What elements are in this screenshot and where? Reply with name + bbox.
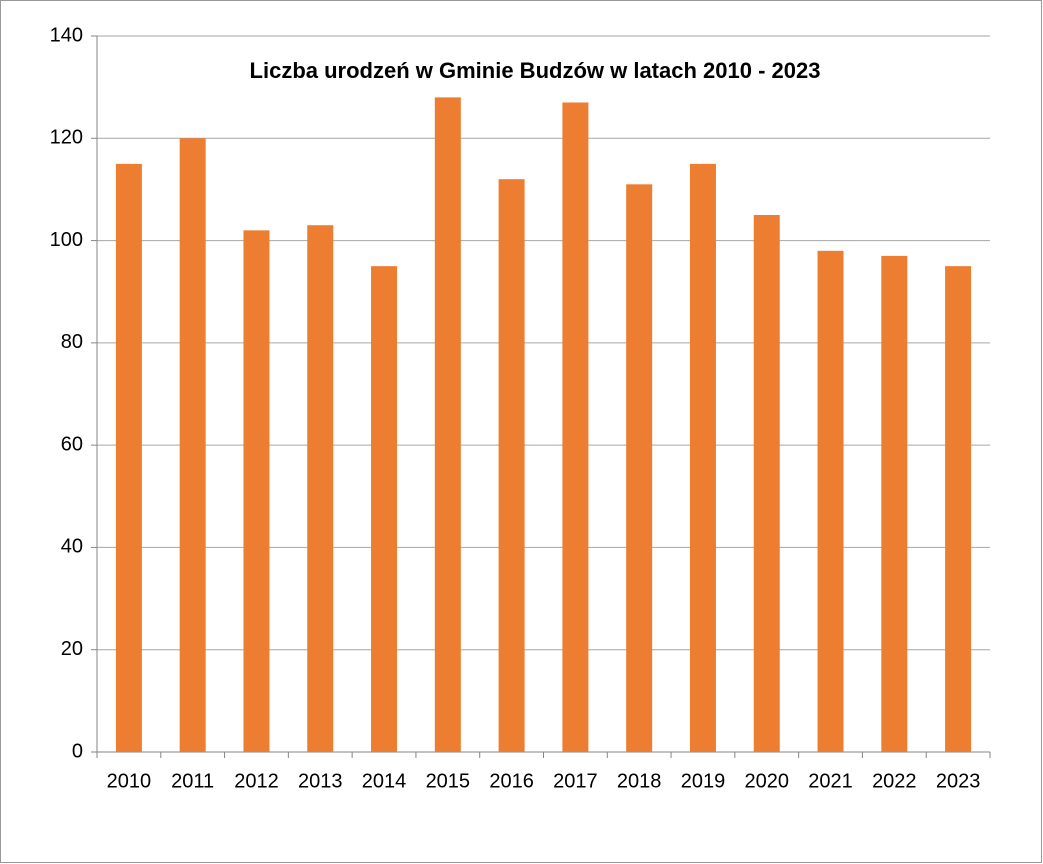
y-tick-label: 20: [61, 638, 83, 660]
x-tick-label: 2023: [936, 770, 981, 792]
x-tick-label: 2022: [872, 770, 917, 792]
bar: [307, 225, 334, 752]
bar: [753, 215, 780, 752]
y-tick-label: 40: [61, 536, 83, 558]
x-tick-label: 2019: [681, 770, 726, 792]
x-tick-label: 2015: [426, 770, 471, 792]
x-tick-label: 2021: [808, 770, 853, 792]
x-tick-label: 2010: [107, 770, 152, 792]
x-tick-label: 2017: [553, 770, 598, 792]
y-tick-label: 60: [61, 433, 83, 455]
x-tick-label: 2018: [617, 770, 662, 792]
bar: [626, 184, 653, 753]
x-tick-label: 2013: [298, 770, 343, 792]
bar: [881, 255, 908, 752]
y-tick-label: 0: [72, 740, 83, 762]
bar: [945, 266, 972, 752]
bar: [434, 97, 461, 752]
x-tick-label: 2011: [171, 770, 214, 792]
bar: [371, 266, 398, 752]
y-tick-label: 80: [61, 331, 83, 353]
x-tick-label: 2014: [362, 770, 407, 792]
y-tick-label: 140: [50, 24, 83, 46]
bar: [689, 163, 716, 752]
y-tick-label: 100: [50, 229, 83, 251]
x-tick-label: 2020: [745, 770, 790, 792]
x-tick-label: 2012: [234, 770, 279, 792]
y-tick-label: 120: [50, 127, 83, 149]
bar: [243, 230, 270, 753]
bar: [179, 138, 206, 753]
chart-title: Liczba urodzeń w Gminie Budzów w latach …: [250, 58, 821, 83]
x-tick-label: 2016: [489, 770, 534, 792]
bar: [115, 163, 142, 752]
bar: [498, 179, 525, 752]
bar: [562, 102, 589, 752]
bar: [817, 250, 844, 753]
